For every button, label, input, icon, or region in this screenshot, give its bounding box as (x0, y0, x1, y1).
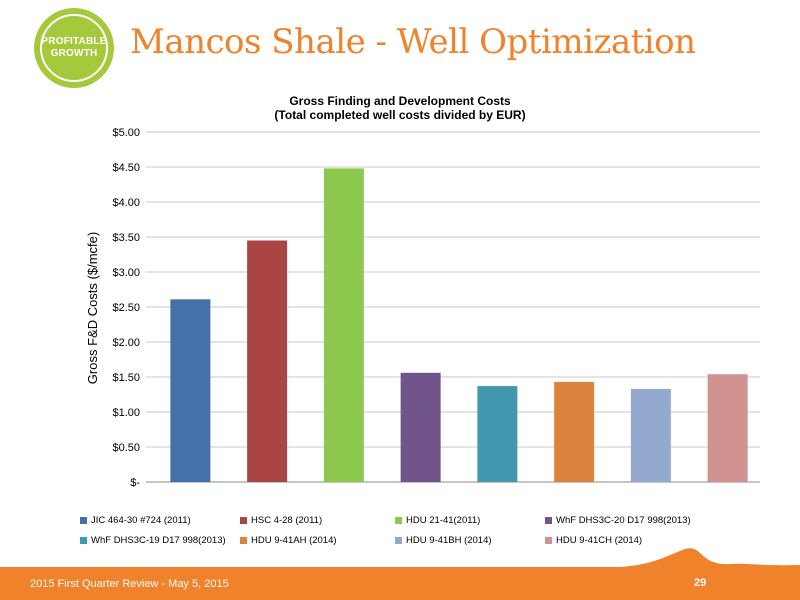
bar-3 (323, 168, 364, 482)
bar-2 (247, 240, 288, 482)
legend-label: HSC 4-28 (2011) (251, 515, 323, 526)
legend-swatch (80, 517, 87, 524)
chart-title-line-2: (Total completed well costs divided by E… (274, 108, 526, 122)
legend-label: HDU 9-41BH (2014) (406, 535, 492, 546)
legend-swatch (395, 517, 402, 524)
legend-label: HDU 9-41CH (2014) (556, 535, 643, 546)
footer-band (0, 548, 800, 600)
y-tick-label: $3.50 (112, 232, 140, 244)
y-tick-label: $4.00 (112, 197, 140, 209)
bar-5 (477, 386, 518, 482)
badge-text: PROFITABLE GROWTH (41, 36, 107, 59)
chart-title-line-1: Gross Finding and Development Costs (289, 94, 511, 108)
page-number: 29 (694, 577, 707, 589)
y-tick-label: $3.00 (112, 267, 140, 279)
legend-swatch (395, 537, 402, 544)
legend-label: JIC 464-30 #724 (2011) (91, 515, 191, 526)
legend-swatch (240, 537, 247, 544)
profitable-growth-badge: PROFITABLE GROWTH (34, 8, 114, 88)
chart-legend: JIC 464-30 #724 (2011) HSC 4-28 (2011) HDU… (80, 515, 780, 546)
bar-4 (400, 372, 441, 482)
bar-1 (170, 299, 211, 482)
y-tick-label: $- (130, 477, 140, 489)
legend-label: WhF DHS3C-19 D17 998(2013) (91, 535, 226, 546)
legend-swatch (545, 537, 552, 544)
legend-item: JIC 464-30 #724 (2011) (80, 515, 240, 526)
chart-title: Gross Finding and Development Costs (Tot… (200, 94, 600, 122)
badge-ring: PROFITABLE GROWTH (40, 14, 108, 82)
legend-label: HDU 21-41(2011) (406, 515, 481, 526)
bar-6 (554, 381, 595, 482)
legend-item: HDU 9-41CH (2014) (545, 535, 725, 546)
y-axis-label: Gross F&D Costs ($/mcfe) (85, 232, 100, 384)
legend-item: WhF DHS3C-19 D17 998(2013) (80, 535, 240, 546)
legend-item: HDU 9-41AH (2014) (240, 535, 395, 546)
slide-title: Mancos Shale - Well Optimization (130, 22, 696, 62)
y-tick-label: $1.00 (112, 407, 140, 419)
y-tick-label: $4.50 (112, 162, 140, 174)
legend-item: HDU 21-41(2011) (395, 515, 545, 526)
bar-chart: $- $0.50 $1.00 $1.50 $2.00 $2.50 $3.00 $3.50 $4.… (85, 127, 760, 489)
y-tick-label: $0.50 (112, 442, 140, 454)
legend-item: WhF DHS3C-20 D17 998(2013) (545, 515, 725, 526)
legend-item: HDU 9-41BH (2014) (395, 535, 545, 546)
legend-swatch (80, 537, 87, 544)
y-tick-label: $2.00 (112, 337, 140, 349)
bar-8 (707, 374, 748, 482)
y-tick-label: $2.50 (112, 302, 140, 314)
legend-swatch (240, 517, 247, 524)
y-tick-label: $5.00 (112, 127, 140, 139)
bar-7 (630, 388, 671, 482)
legend-swatch (545, 517, 552, 524)
legend-label: WhF DHS3C-20 D17 998(2013) (556, 515, 691, 526)
footer-text: 2015 First Quarter Review - May 5, 2015 (30, 578, 229, 590)
legend-label: HDU 9-41AH (2014) (251, 535, 337, 546)
legend-item: HSC 4-28 (2011) (240, 515, 395, 526)
y-tick-label: $1.50 (112, 372, 140, 384)
